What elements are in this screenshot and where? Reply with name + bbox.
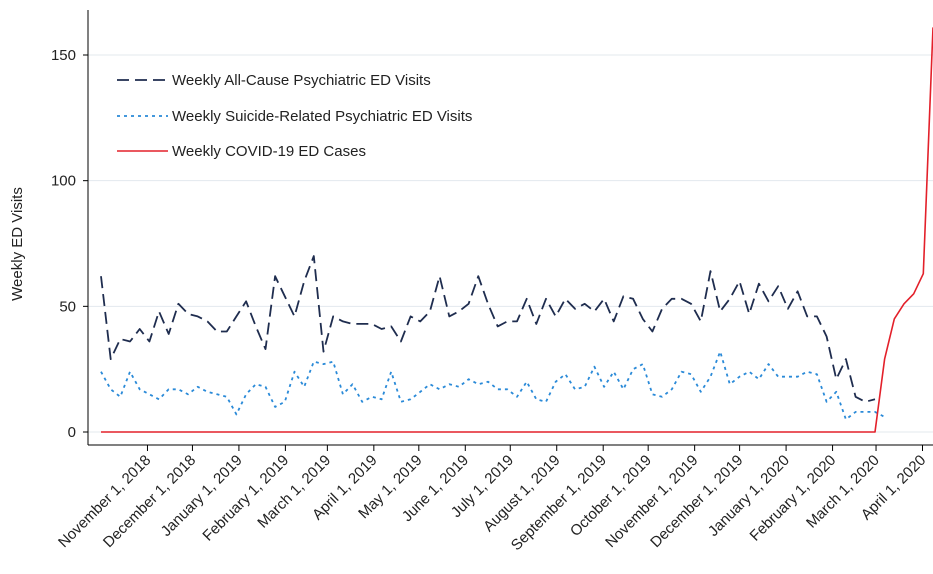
series-line bbox=[100, 255, 876, 403]
x-tick-label: January 1, 2019 bbox=[158, 452, 246, 540]
legend-label: Weekly COVID-19 ED Cases bbox=[172, 143, 366, 160]
y-ticks: 0 50 100 150 bbox=[51, 47, 88, 441]
y-tick-label: 150 bbox=[51, 47, 76, 64]
y-axis-title: Weekly ED Visits bbox=[9, 187, 26, 301]
y-tick-label: 0 bbox=[68, 424, 76, 441]
legend-item: Weekly Suicide-Related Psychiatric ED Vi… bbox=[117, 108, 472, 125]
legend-item: Weekly COVID-19 ED Cases bbox=[117, 143, 366, 160]
y-tick-label: 100 bbox=[51, 173, 76, 190]
legend-item: Weekly All-Cause Psychiatric ED Visits bbox=[117, 72, 431, 89]
legend-label: Weekly All-Cause Psychiatric ED Visits bbox=[172, 72, 431, 89]
series-line bbox=[100, 350, 886, 421]
series-1 bbox=[100, 350, 886, 421]
x-tick-label: October 1, 2019 bbox=[567, 452, 655, 540]
series-0 bbox=[100, 255, 876, 403]
x-tick-label: January 1, 2020 bbox=[705, 452, 793, 540]
series-2 bbox=[100, 27, 933, 433]
y-tick-label: 50 bbox=[59, 298, 76, 315]
legend-label: Weekly Suicide-Related Psychiatric ED Vi… bbox=[172, 108, 472, 125]
series-layer bbox=[100, 27, 933, 433]
legend: Weekly All-Cause Psychiatric ED Visits We… bbox=[117, 72, 472, 160]
